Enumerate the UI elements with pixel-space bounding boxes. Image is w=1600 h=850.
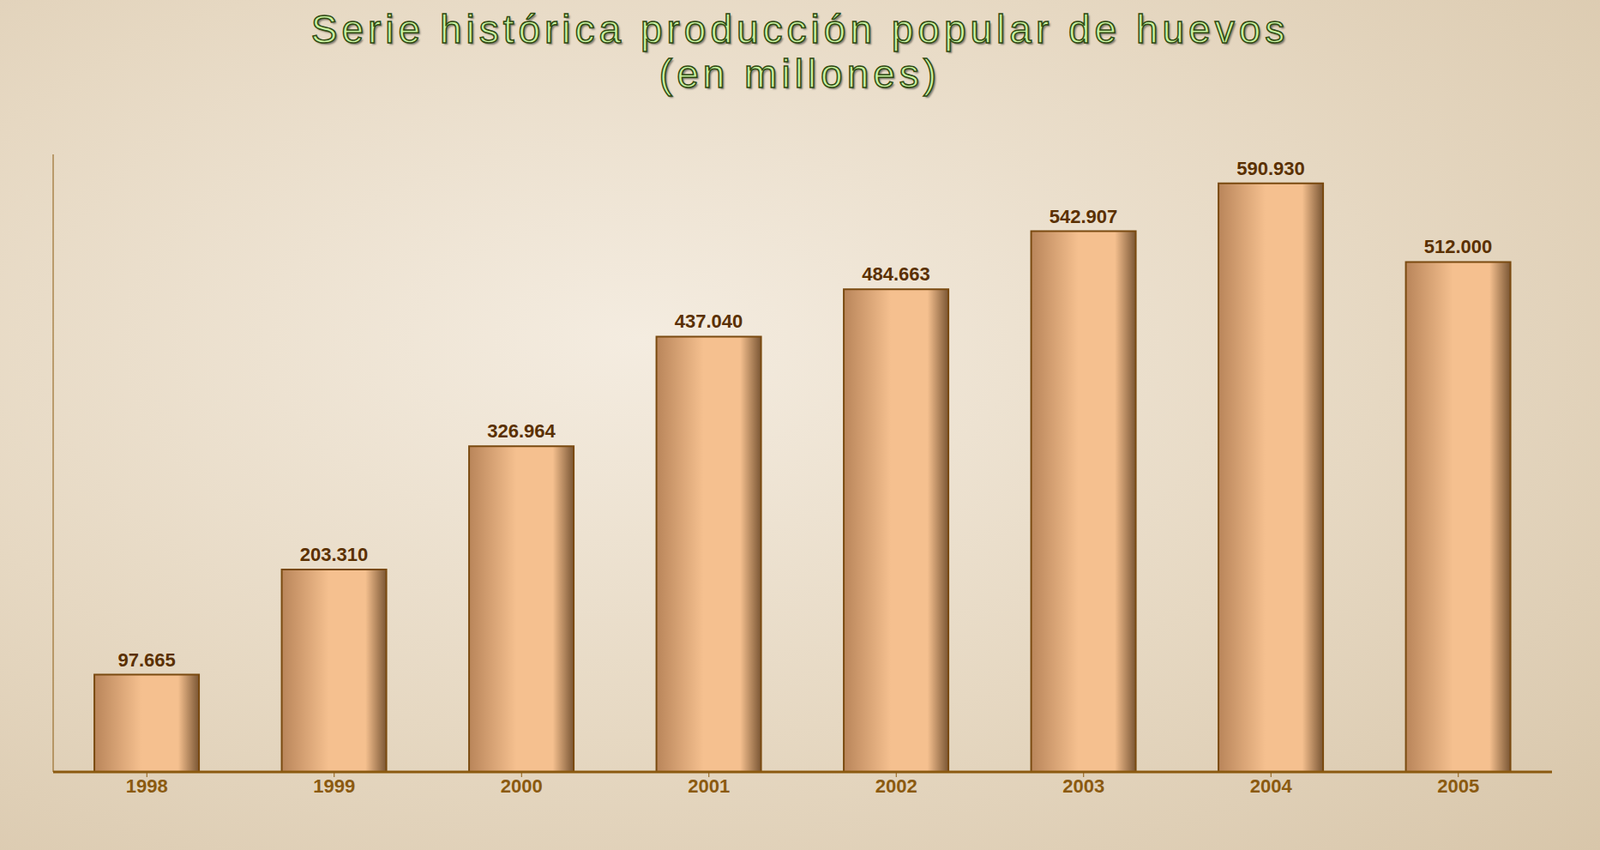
svg-text:2002: 2002 bbox=[875, 775, 918, 797]
svg-text:2004: 2004 bbox=[1250, 775, 1294, 797]
svg-text:326.964: 326.964 bbox=[487, 420, 556, 442]
html-text:(en millones): (en millones) bbox=[659, 51, 941, 97]
svg-text:512.000: 512.000 bbox=[1424, 235, 1493, 258]
svg-text:590.930: 590.930 bbox=[1236, 157, 1306, 180]
svg-text:1999: 1999 bbox=[312, 775, 355, 797]
svg-text:2001: 2001 bbox=[687, 775, 730, 797]
svg-text:437.040: 437.040 bbox=[674, 310, 744, 332]
svg-text:203.310: 203.310 bbox=[300, 543, 369, 566]
svg-text:1998: 1998 bbox=[126, 775, 169, 797]
svg-text:2003: 2003 bbox=[1062, 775, 1105, 797]
svg-text:484.663: 484.663 bbox=[861, 263, 931, 285]
svg-text:2005: 2005 bbox=[1437, 775, 1480, 797]
svg-text:542.907: 542.907 bbox=[1049, 205, 1119, 228]
svg-text:97.665: 97.665 bbox=[117, 649, 175, 671]
html-text:Serie histórica producción pop: Serie histórica producción popular de hu… bbox=[310, 6, 1290, 52]
svg-text:2000: 2000 bbox=[500, 775, 543, 797]
